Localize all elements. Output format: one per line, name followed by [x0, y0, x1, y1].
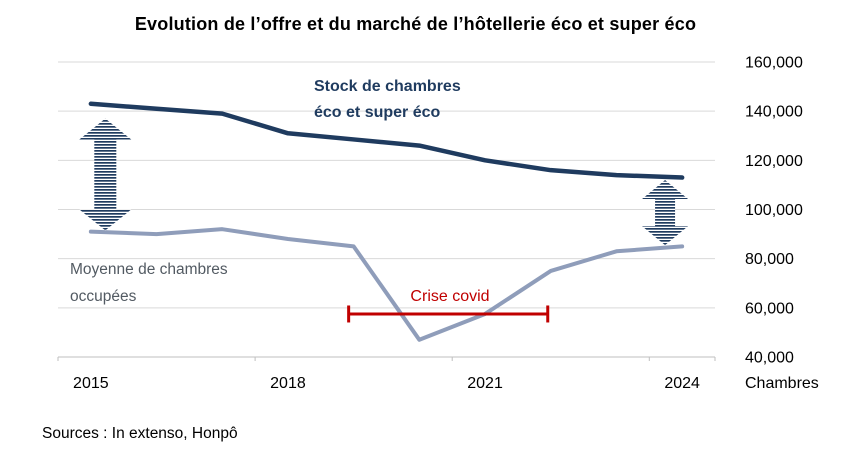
y-axis-tick-label: 120,000 [745, 153, 803, 170]
occupied-rooms-line [88, 227, 685, 342]
y-axis-tick-label: 160,000 [745, 55, 803, 72]
chart-title: Evolution de l’offre et du marché de l’h… [134, 14, 697, 34]
x-axis-tick-label: 2021 [467, 375, 503, 392]
x-axis-tick-label: 2015 [73, 375, 109, 392]
y-axis-tick-label: 40,000 [745, 350, 794, 367]
stock-series-label-line2: éco et super éco [314, 104, 441, 121]
occupied-series-label-line1: Moyenne de chambres [70, 261, 228, 278]
sources-caption: Sources : In extenso, Honpô [42, 425, 238, 442]
occupied-series-label: Moyenne de chambres occupées [70, 256, 228, 310]
stock-rooms-line [88, 101, 685, 180]
y-axis-tick-label: 80,000 [745, 251, 794, 268]
y-axis-unit-label: Chambres [745, 375, 819, 392]
occupied-series-label-line2: occupées [70, 288, 137, 305]
x-axis-tick-label: 2018 [270, 375, 306, 392]
stock-series-label-line1: Stock de chambres [314, 78, 461, 95]
covid-annotation-label: Crise covid [410, 288, 490, 305]
stock-series-label: Stock de chambres éco et super éco [314, 74, 461, 126]
y-axis-tick-label: 100,000 [745, 202, 803, 219]
gap-double-arrow-left [79, 118, 132, 231]
y-axis-tick-label: 60,000 [745, 300, 794, 317]
gap-double-arrow-right [642, 180, 689, 246]
x-axis-tick-label: 2024 [664, 375, 700, 392]
y-axis-tick-label: 140,000 [745, 104, 803, 121]
